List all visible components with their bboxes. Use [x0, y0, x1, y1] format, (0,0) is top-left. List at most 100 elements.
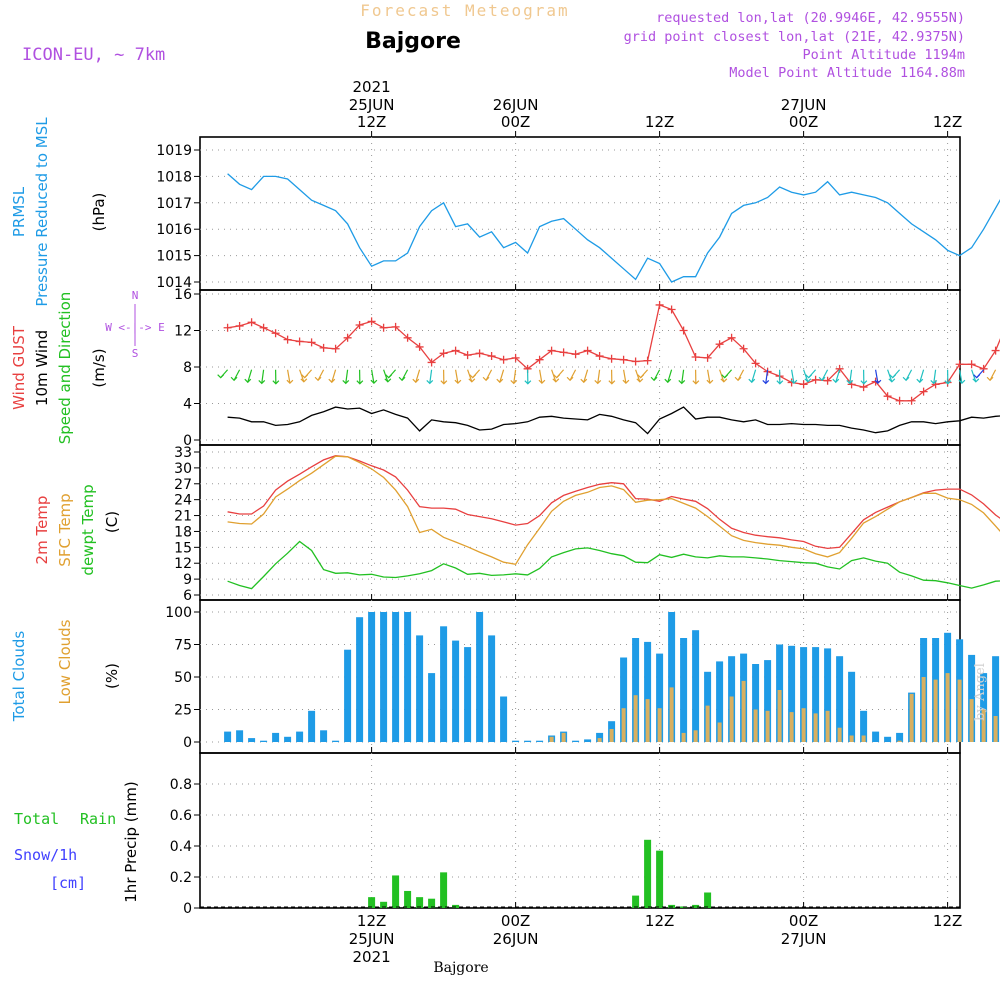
total-cloud-bar	[272, 732, 280, 742]
wind-arrow-head	[973, 374, 981, 379]
wind-arrow	[933, 369, 937, 384]
total-cloud-bar	[644, 641, 652, 742]
gust-point	[427, 358, 436, 367]
wind-arrow	[887, 369, 893, 383]
y-tick-label: 0.8	[170, 777, 192, 793]
gust-point	[475, 349, 484, 358]
rain-bar	[392, 875, 400, 908]
total-cloud-bar	[848, 671, 856, 742]
wind-arrow-head	[468, 378, 476, 383]
wind-arrow-head	[874, 379, 882, 385]
wind-arrow	[635, 369, 641, 383]
total-cloud-bar	[584, 739, 592, 742]
wind-arrow-head	[328, 378, 336, 384]
gust-point	[307, 338, 316, 347]
wind-arrow	[513, 369, 517, 384]
gust-point	[511, 353, 520, 362]
time-hour-label: 12Z	[645, 912, 674, 930]
rain-bar	[704, 892, 712, 908]
watermark: by Angel	[973, 663, 988, 721]
wind-arrow-head	[384, 378, 392, 383]
gust-point	[499, 355, 508, 364]
low-cloud-bar	[897, 740, 902, 742]
wind-arrow-head	[860, 380, 868, 385]
total-cloud-bar	[752, 664, 760, 742]
wind-arrow	[383, 369, 389, 383]
gust-point	[331, 344, 340, 353]
wind-arrow	[835, 369, 841, 383]
total-cloud-bar	[416, 635, 424, 742]
wind-arrow-head	[230, 376, 238, 382]
total-cloud-bar	[680, 638, 688, 742]
total-cloud-bar	[356, 617, 364, 742]
gust-point	[223, 323, 232, 332]
y-tick-label: 8	[183, 360, 192, 376]
wind-unit: (m/s)	[90, 348, 108, 387]
wind-arrow-head	[832, 378, 840, 384]
wind-arrow-head	[972, 378, 980, 383]
rain-bar	[644, 839, 652, 908]
wind-arrow	[261, 369, 265, 384]
rain-bar	[668, 904, 676, 908]
wind-arrow-head	[301, 374, 309, 379]
gust-point	[535, 355, 544, 364]
y-tick-label: 0.4	[170, 839, 192, 855]
y-tick-label: 21	[174, 509, 192, 525]
wind-dir-label: Speed and Direction	[56, 292, 74, 445]
wind-arrow-head	[454, 379, 462, 385]
wind-arrow-head	[385, 374, 393, 379]
wind-arrow-head	[692, 380, 700, 385]
wind-arrow	[681, 369, 685, 384]
total-cloud-bar	[884, 736, 892, 742]
series-line	[227, 455, 1000, 550]
gust-point	[463, 351, 472, 360]
gust-point	[451, 346, 460, 355]
model-name: ICON-EU, ~ 7km	[22, 45, 165, 65]
y-tick-label: 1014	[156, 275, 192, 291]
total-cloud-bar	[440, 626, 448, 742]
gust-point	[811, 375, 820, 384]
gust-point	[235, 321, 244, 330]
wind-arrow-head	[805, 374, 813, 379]
wind-arrow-head	[721, 374, 729, 379]
wind-arrow-head	[370, 379, 378, 385]
gust-point	[583, 346, 592, 355]
total-cloud-bar	[764, 660, 772, 742]
y-tick-label: 27	[174, 477, 192, 493]
low-cloud-bar	[765, 710, 770, 742]
wind-arrow-head	[608, 380, 616, 385]
wind-arrow-head	[944, 380, 952, 385]
total-cloud-bar	[332, 740, 340, 742]
wind-arrow-head	[440, 380, 448, 385]
total-cloud-bar	[344, 649, 352, 742]
snow-unit-label: [cm]	[50, 874, 86, 892]
panel-frame	[199, 136, 961, 291]
wind-arrow	[247, 369, 253, 383]
wind-arrow	[583, 369, 589, 383]
wind-arrow-head	[286, 379, 294, 385]
station-name: Bajgore	[365, 29, 461, 54]
rain-bar	[428, 898, 436, 908]
wind-arrow-head	[524, 380, 532, 385]
rain-bar	[368, 897, 376, 908]
low-cloud-bar	[609, 729, 614, 742]
compass-north: N	[132, 289, 139, 302]
y-tick-label: 50	[174, 670, 192, 686]
low-cloud-bar	[981, 709, 986, 742]
wind-arrow-head	[580, 378, 588, 384]
total-clouds-label: Total Clouds	[10, 631, 28, 723]
rain-bar	[692, 904, 700, 908]
gust-point	[631, 357, 640, 366]
total-cloud-bar	[536, 740, 544, 742]
precip-panel: 0 0.2 0.4 0.6 0.8	[170, 752, 961, 917]
wind-arrow	[371, 369, 375, 384]
gust-point	[319, 343, 328, 352]
gust-point	[823, 376, 832, 385]
total-cloud-bar	[452, 640, 460, 742]
gust-point	[247, 318, 256, 327]
time-hour-label: 12Z	[357, 912, 386, 930]
low-cloud-bar	[789, 712, 794, 742]
wind-label: 10m Wind	[33, 330, 51, 406]
low-cloud-bar	[933, 679, 938, 742]
y-tick-label: 75	[174, 638, 192, 654]
